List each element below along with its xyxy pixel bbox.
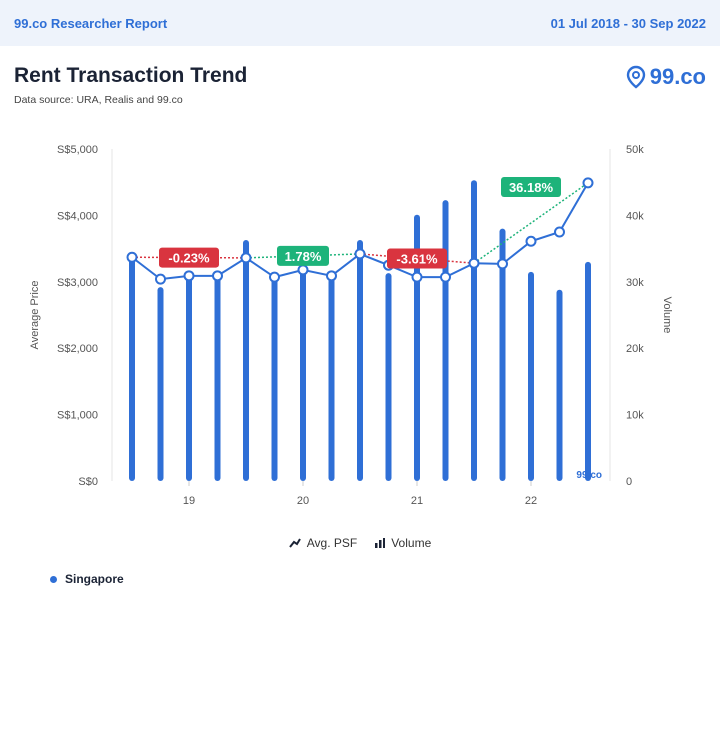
location-pin-icon <box>626 65 645 89</box>
avg-psf-point <box>126 251 138 263</box>
region-label: Singapore <box>65 572 124 586</box>
volume-bar <box>300 271 306 481</box>
legend: Avg. PSF Volume <box>0 536 720 550</box>
y2-tick-label: 30k <box>626 277 644 289</box>
chart-title: Rent Transaction Trend <box>14 64 248 87</box>
volume-bar <box>385 273 392 481</box>
volume-bar <box>328 278 335 481</box>
avg-psf-point <box>468 257 480 269</box>
y2-tick-label: 10k <box>626 410 644 422</box>
volume-bar <box>243 239 249 481</box>
volume-bar <box>157 287 164 481</box>
change-badge-label: 36.18% <box>509 180 554 195</box>
y2-tick-label: 20k <box>626 343 644 355</box>
volume-bar <box>186 275 192 481</box>
avg-psf-point <box>212 270 223 282</box>
avg-psf-point <box>354 248 366 260</box>
avg-psf-point <box>297 264 309 276</box>
volume-bar <box>528 271 534 481</box>
avg-psf-point <box>554 226 565 238</box>
x-tick-label: 19 <box>183 495 195 507</box>
watermark: 99.co <box>576 470 602 481</box>
chart-subtitle: Data source: URA, Realis and 99.co <box>14 94 183 106</box>
line-chart-icon <box>288 538 301 548</box>
volume-bar <box>499 228 506 481</box>
avg-psf-point <box>440 271 451 283</box>
change-badge <box>277 245 329 266</box>
avg-psf-point <box>269 271 280 283</box>
x-tick-label: 21 <box>411 495 423 507</box>
volume-bar <box>471 180 477 481</box>
y-tick-label: S$3,000 <box>57 277 98 289</box>
brand-logo: 99.co <box>626 64 706 90</box>
avg-psf-point <box>183 270 195 282</box>
volume-bar <box>357 239 363 481</box>
change-badge <box>501 177 561 198</box>
y2-axis-label: Volume <box>661 297 673 334</box>
avg-psf-point <box>411 271 423 283</box>
legend-bar[interactable]: Volume <box>375 536 431 550</box>
volume-bar <box>129 257 135 481</box>
region-dot <box>50 575 57 583</box>
legend-bar-label: Volume <box>391 536 432 550</box>
y2-tick-label: 0 <box>626 476 632 488</box>
date-range: 01 Jul 2018 - 30 Sep 2022 <box>550 15 706 31</box>
avg-psf-point <box>497 258 508 270</box>
volume-bar <box>585 261 591 481</box>
volume-bar <box>271 278 278 481</box>
legend-line[interactable]: Avg. PSF <box>288 536 358 550</box>
change-badge <box>159 247 219 268</box>
change-badge <box>387 248 447 269</box>
bar-chart-icon <box>375 538 386 548</box>
avg-psf-point <box>240 252 252 264</box>
change-badge-label: -0.23% <box>168 251 210 266</box>
volume-bar <box>442 200 449 482</box>
y-tick-label: S$4,000 <box>57 210 98 222</box>
report-title: 99.co Researcher Report <box>14 15 168 31</box>
y-tick-label: S$5,000 <box>57 144 98 156</box>
avg-psf-point <box>582 177 594 189</box>
x-tick-label: 22 <box>525 495 537 507</box>
logo-text: 99.co <box>649 64 706 89</box>
comparison-line <box>473 182 589 264</box>
chart: S$0 S$1,000 S$2,000 S$3,000 S$4,000 S$5,000 0 1… <box>29 144 673 507</box>
legend-line-label: Avg. PSF <box>306 536 358 550</box>
avg-psf-point <box>326 270 337 282</box>
change-badge-label: 1.78% <box>285 249 322 264</box>
y2-tick-label: 40k <box>626 210 644 222</box>
x-tick-label: 20 <box>297 495 309 507</box>
y-tick-label: S$1,000 <box>57 410 98 422</box>
y-tick-label: S$2,000 <box>57 343 98 355</box>
avg-psf-point <box>155 273 166 285</box>
report-header: 99.co Researcher Report 01 Jul 2018 - 30… <box>0 0 720 46</box>
volume-bar <box>214 275 221 481</box>
avg-psf-point <box>525 235 537 247</box>
region-legend[interactable]: Singapore <box>50 572 124 586</box>
change-badge-label: -3.61% <box>396 252 438 267</box>
y-axis-label: Average Price <box>29 281 41 350</box>
y-tick-label: S$0 <box>78 476 98 488</box>
y2-tick-label: 50k <box>626 144 644 156</box>
volume-bar <box>556 289 563 481</box>
